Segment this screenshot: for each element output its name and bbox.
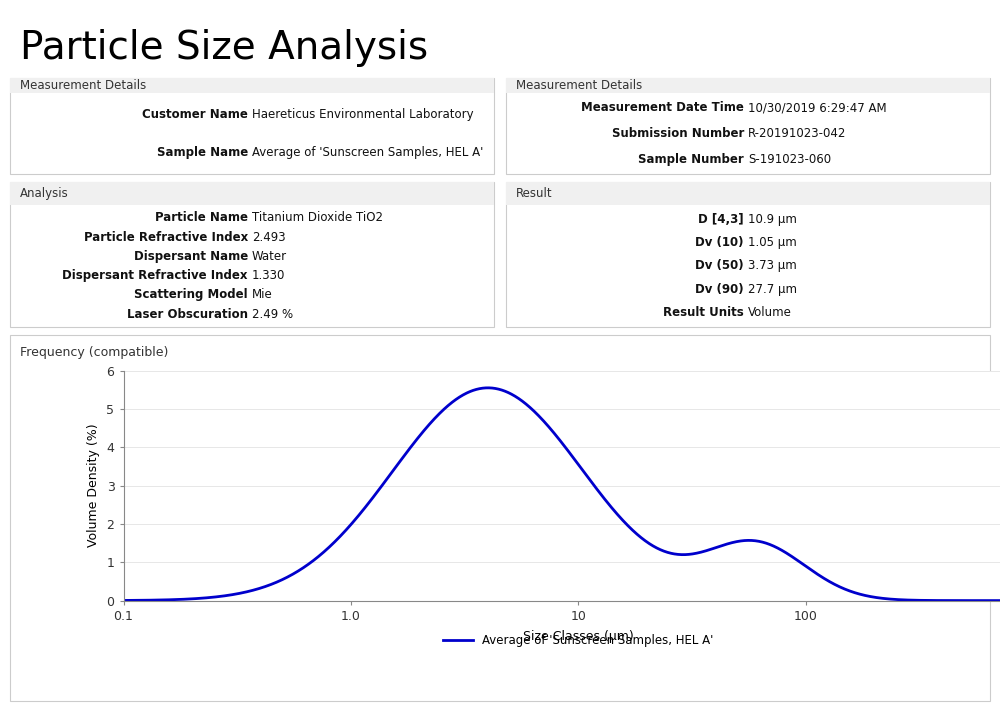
Text: D [4,3]: D [4,3] [698,213,748,226]
Text: 10.9 μm: 10.9 μm [748,213,797,226]
Text: Dispersant Refractive Index: Dispersant Refractive Index [62,269,252,282]
Text: S-191023-060: S-191023-060 [748,153,831,166]
Text: Measurement Details: Measurement Details [516,79,642,92]
FancyBboxPatch shape [506,78,990,174]
Text: Dv (10): Dv (10) [695,237,748,250]
Text: Measurement Details: Measurement Details [20,79,146,92]
Text: Titanium Dioxide TiO2: Titanium Dioxide TiO2 [252,212,383,225]
Text: Mie: Mie [252,288,273,302]
Text: Water: Water [252,250,287,263]
Text: 2.493: 2.493 [252,231,286,244]
X-axis label: Size Classes (μm): Size Classes (μm) [523,630,634,643]
Text: Result: Result [516,187,552,200]
Text: 3.73 μm: 3.73 μm [748,260,797,272]
Text: Result Units: Result Units [663,306,748,319]
Text: Volume: Volume [748,306,792,319]
Text: Particle Name: Particle Name [155,212,252,225]
Text: 10/30/2019 6:29:47 AM: 10/30/2019 6:29:47 AM [748,102,887,114]
Text: Sample Name: Sample Name [157,147,252,159]
Text: Laser Obscuration: Laser Obscuration [127,307,252,320]
Text: Scattering Model: Scattering Model [134,288,252,302]
Text: 2.49 %: 2.49 % [252,307,293,320]
Text: Haereticus Environmental Laboratory: Haereticus Environmental Laboratory [252,108,474,121]
FancyBboxPatch shape [506,182,990,327]
Text: Measurement Date Time: Measurement Date Time [581,102,748,114]
FancyBboxPatch shape [10,182,494,205]
Text: Average of 'Sunscreen Samples, HEL A': Average of 'Sunscreen Samples, HEL A' [252,147,483,159]
Text: 1.05 μm: 1.05 μm [748,237,797,250]
Text: Dispersant Name: Dispersant Name [134,250,252,263]
FancyBboxPatch shape [10,182,494,327]
FancyBboxPatch shape [10,78,494,174]
Y-axis label: Volume Density (%): Volume Density (%) [87,424,100,548]
Text: Dv (90): Dv (90) [695,282,748,295]
Text: 27.7 μm: 27.7 μm [748,282,797,295]
Text: Particle Refractive Index: Particle Refractive Index [84,231,252,244]
Text: Analysis: Analysis [20,187,68,200]
Text: Frequency (compatible): Frequency (compatible) [20,346,168,359]
Text: Sample Number: Sample Number [638,153,748,166]
Text: Customer Name: Customer Name [142,108,252,121]
Text: Particle Size Analysis: Particle Size Analysis [20,29,428,67]
FancyBboxPatch shape [506,182,990,205]
Text: Submission Number: Submission Number [612,127,748,140]
Text: 1.330: 1.330 [252,269,285,282]
FancyBboxPatch shape [506,78,990,93]
Text: Dv (50): Dv (50) [695,260,748,272]
FancyBboxPatch shape [10,78,494,93]
Legend: Average of 'Sunscreen Samples, HEL A': Average of 'Sunscreen Samples, HEL A' [439,630,718,652]
Text: R-20191023-042: R-20191023-042 [748,127,846,140]
